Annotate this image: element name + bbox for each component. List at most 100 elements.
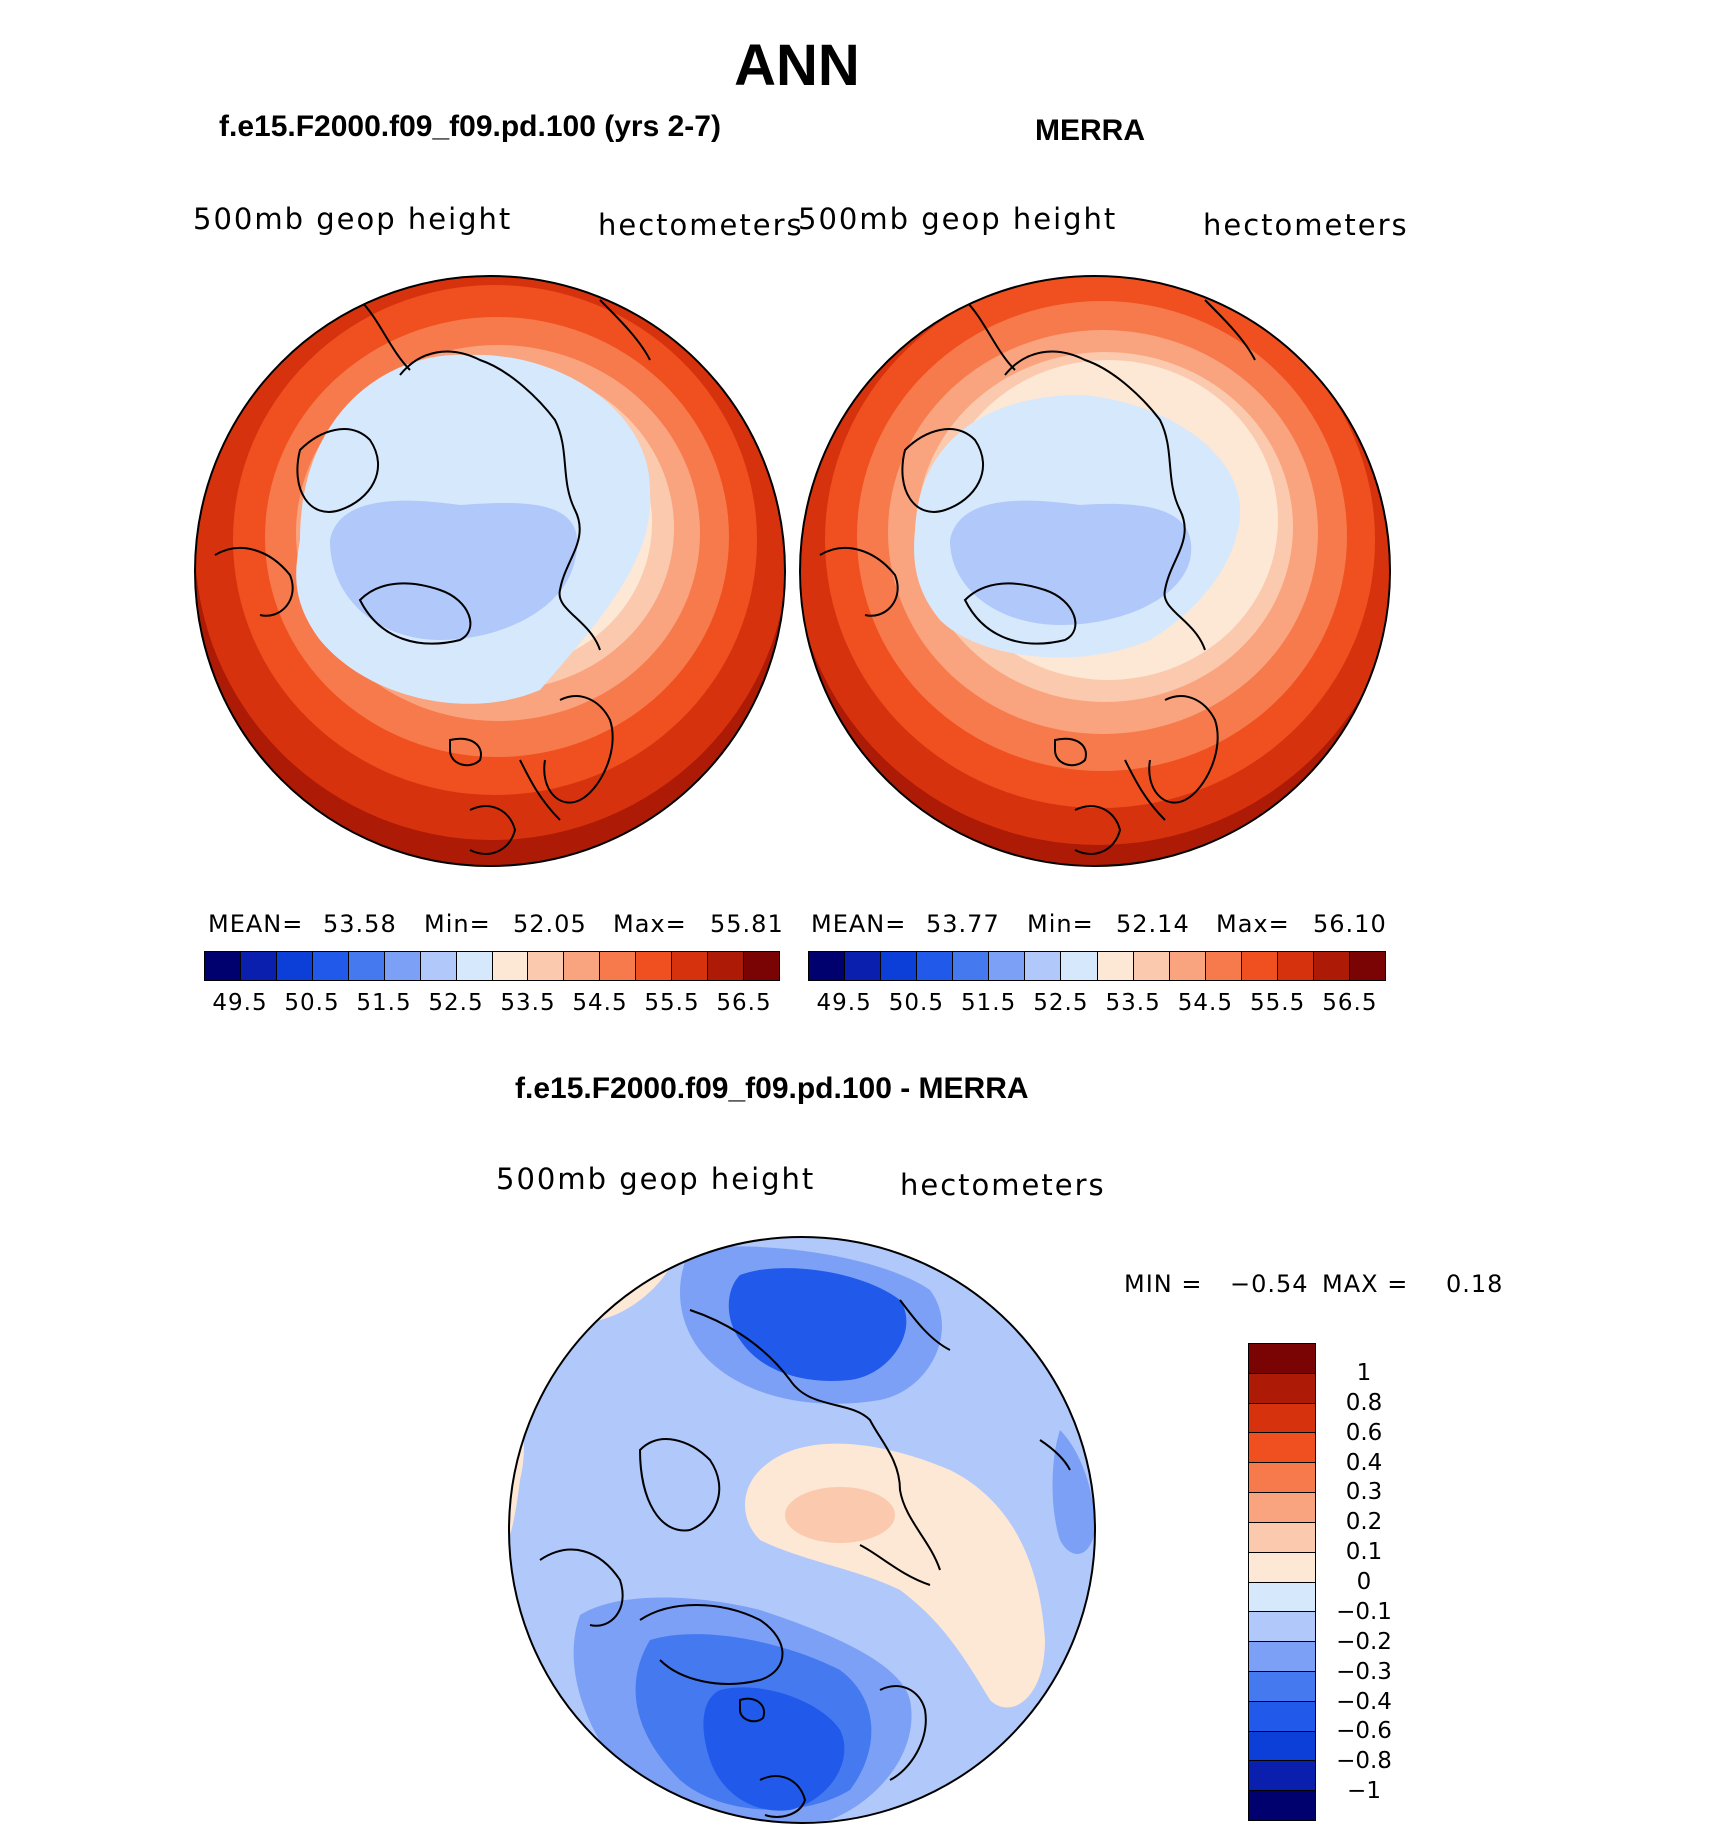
colorbar-difference-tick-label: −1 — [1347, 1778, 1381, 1805]
colorbar-merra-swatch — [845, 952, 882, 980]
colorbar-merra-swatch — [1133, 952, 1170, 980]
colorbar-difference — [1248, 1343, 1316, 1821]
colorbar-difference-tick-label: 0.6 — [1345, 1419, 1383, 1446]
variable-label-model: 500mb geop height — [193, 202, 513, 236]
colorbar-difference-swatch — [1249, 1463, 1315, 1494]
colorbar-model-tick-label: 54.5 — [572, 990, 628, 1016]
colorbar-difference-tick-label: 0.3 — [1345, 1479, 1383, 1506]
colorbar-difference-tick-label: 0.4 — [1345, 1449, 1383, 1476]
polar-map-model — [195, 276, 785, 866]
colorbar-merra-tick-label: 51.5 — [961, 990, 1017, 1016]
colorbar-difference-swatch — [1249, 1403, 1315, 1434]
colorbar-difference-swatch — [1249, 1522, 1315, 1553]
coastlines — [214, 299, 651, 855]
colorbar-difference-swatch — [1249, 1761, 1315, 1792]
stats-max-label-model: Max= — [613, 910, 687, 938]
colorbar-merra-swatch — [1349, 952, 1385, 980]
units-label-difference: hectometers — [900, 1168, 1106, 1202]
panel-title-model: f.e15.F2000.f09_f09.pd.100 (yrs 2-7) — [219, 110, 721, 143]
colorbar-difference-swatch — [1249, 1671, 1315, 1702]
difference-band — [703, 1687, 845, 1811]
stats-min-label-merra: Min= — [1027, 910, 1094, 938]
stats-mean-label-model: MEAN= — [208, 910, 304, 938]
colorbar-merra-tick-label: 55.5 — [1250, 990, 1306, 1016]
colorbar-model-tick-label: 50.5 — [284, 990, 340, 1016]
colorbar-difference-swatch — [1249, 1552, 1315, 1583]
colorbar-merra-swatch — [1277, 952, 1314, 980]
colorbar-difference-swatch — [1249, 1582, 1315, 1613]
stats-min-value-merra: 52.14 — [1116, 910, 1190, 938]
colorbar-model-tick-label: 56.5 — [716, 990, 772, 1016]
diff-max-value: 0.18 — [1446, 1270, 1504, 1298]
colorbar-merra-swatch — [809, 952, 846, 980]
colorbar-merra-tick-label: 53.5 — [1105, 990, 1161, 1016]
colorbar-difference-tick-label: −0.8 — [1336, 1748, 1392, 1775]
colorbar-difference-swatch — [1249, 1642, 1315, 1672]
units-label-merra: hectometers — [1203, 208, 1409, 242]
colorbar-model-tick-label: 55.5 — [644, 990, 700, 1016]
colorbar-difference-swatch — [1249, 1731, 1315, 1762]
colorbar-merra-swatch — [1097, 952, 1134, 980]
colorbar-model-swatch — [348, 952, 385, 980]
colorbar-difference-tick-label: 0.8 — [1345, 1389, 1383, 1416]
colorbar-difference-tick-label: −0.6 — [1336, 1718, 1392, 1745]
colorbar-difference-tick-label: 0.2 — [1345, 1509, 1383, 1536]
colorbar-difference-swatch — [1249, 1701, 1315, 1732]
colorbar-model-tick-label: 52.5 — [428, 990, 484, 1016]
colorbar-ticks-difference: 1 0.8 0.6 0.4 0.3 0.2 0.1 0 −0.1 −0.2 −0.3 −0.4 −0.6… — [1322, 1343, 1412, 1821]
variable-label-merra: 500mb geop height — [798, 202, 1118, 236]
colorbar-difference-tick-label: −0.1 — [1336, 1598, 1392, 1625]
map-boundary — [194, 275, 786, 867]
colorbar-merra-swatch — [1313, 952, 1350, 980]
colorbar-difference-tick-label: 1 — [1356, 1359, 1372, 1386]
coastlines — [539, 1299, 1071, 1818]
stats-mean-value-merra: 53.77 — [926, 910, 1000, 938]
colorbar-merra-tick-label: 54.5 — [1177, 990, 1233, 1016]
colorbar-model-swatch — [205, 952, 241, 980]
coastlines — [819, 299, 1256, 855]
colorbar-merra — [808, 951, 1386, 981]
units-label-model: hectometers — [598, 208, 804, 242]
colorbar-merra-swatch — [953, 952, 990, 980]
colorbar-difference-tick-label: −0.3 — [1336, 1658, 1392, 1685]
colorbar-merra-swatch — [1169, 952, 1206, 980]
colorbar-model-swatch — [456, 952, 493, 980]
stats-min-label-model: Min= — [424, 910, 491, 938]
colorbar-difference-tick-label: −0.2 — [1336, 1628, 1392, 1655]
colorbar-model-swatch — [240, 952, 277, 980]
difference-band — [1052, 1430, 1095, 1554]
colorbar-difference-swatch — [1249, 1344, 1315, 1374]
colorbar-difference-swatch — [1249, 1791, 1315, 1820]
colorbar-model-swatch — [636, 952, 673, 980]
colorbar-ticks-model: 49.5 50.5 51.5 52.5 53.5 54.5 55.5 56.5 — [204, 990, 780, 1018]
colorbar-model-swatch — [420, 952, 457, 980]
colorbar-merra-swatch — [1205, 952, 1242, 980]
polar-map-difference — [509, 1237, 1095, 1823]
colorbar-merra-tick-label: 56.5 — [1322, 990, 1378, 1016]
colorbar-model-swatch — [492, 952, 529, 980]
height-band — [330, 500, 578, 640]
colorbar-merra-tick-label: 52.5 — [1033, 990, 1089, 1016]
colorbar-merra-swatch — [1241, 952, 1278, 980]
colorbar-model-swatch — [276, 952, 313, 980]
stats-max-value-model: 55.81 — [710, 910, 784, 938]
map-boundary — [508, 1236, 1096, 1824]
colorbar-model-swatch — [528, 952, 565, 980]
colorbar-merra-tick-label: 50.5 — [888, 990, 944, 1016]
colorbar-model-swatch — [384, 952, 421, 980]
difference-band — [785, 1487, 895, 1543]
colorbar-merra-swatch — [881, 952, 918, 980]
stats-min-value-model: 52.05 — [513, 910, 587, 938]
diff-min-value: −0.54 — [1230, 1270, 1309, 1298]
variable-label-difference: 500mb geop height — [496, 1162, 816, 1196]
diff-min-label: MIN = — [1124, 1270, 1203, 1298]
colorbar-difference-swatch — [1249, 1433, 1315, 1464]
colorbar-difference-swatch — [1249, 1493, 1315, 1523]
colorbar-model-tick-label: 53.5 — [500, 990, 556, 1016]
panel-title-merra: MERRA — [1035, 114, 1145, 147]
colorbar-model-tick-label: 51.5 — [356, 990, 412, 1016]
colorbar-merra-tick-label: 49.5 — [816, 990, 872, 1016]
map-boundary — [799, 275, 1391, 867]
colorbar-model-swatch — [564, 952, 601, 980]
